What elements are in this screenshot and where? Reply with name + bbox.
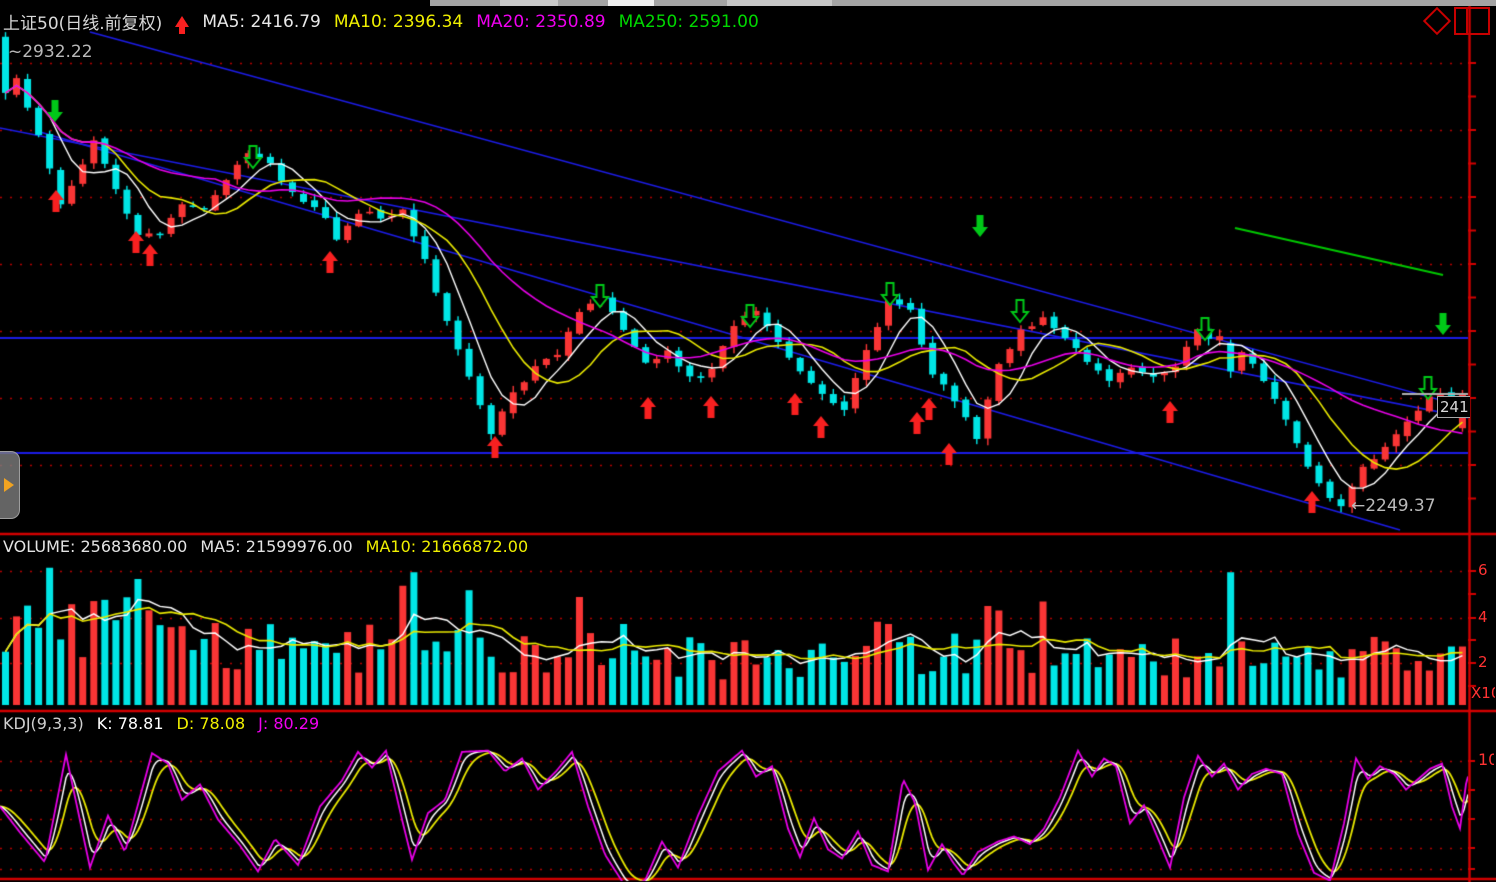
volume-axis-tick-4: 4 bbox=[1478, 608, 1488, 626]
expand-arrow-icon bbox=[4, 478, 14, 492]
buy-signal-icon bbox=[175, 16, 190, 34]
titlebar-segment bbox=[727, 0, 832, 6]
ma5-label: MA5: 2416.79 bbox=[202, 11, 321, 32]
kdj-pane-header: KDJ(9,3,3) K: 78.81 D: 78.08 J: 80.29 bbox=[3, 714, 319, 733]
last-price-tag: 241 bbox=[1437, 396, 1470, 418]
ma20-label: MA20: 2350.89 bbox=[476, 11, 606, 32]
split-window-cell bbox=[1456, 9, 1468, 33]
titlebar-segment bbox=[608, 0, 654, 6]
left-expand-tab[interactable] bbox=[0, 451, 20, 519]
kdj-k-label: K: 78.81 bbox=[96, 714, 164, 733]
volume-ma10-label: MA10: 21666872.00 bbox=[365, 537, 529, 556]
split-window-icon[interactable] bbox=[1454, 7, 1490, 35]
volume-pane-header: VOLUME: 25683680.00 MA5: 21599976.00 MA1… bbox=[3, 537, 528, 556]
symbol-title: 上证50(日线.前复权) bbox=[3, 14, 163, 34]
titlebar-segment bbox=[500, 0, 558, 6]
volume-axis-tick-2: 2 bbox=[1478, 653, 1488, 671]
kdj-title: KDJ(9,3,3) bbox=[3, 714, 84, 733]
period-low-label: ←2249.37 bbox=[1351, 496, 1436, 516]
kdj-j-label: J: 80.29 bbox=[258, 714, 320, 733]
volume-value-label: VOLUME: 25683680.00 bbox=[3, 537, 188, 556]
volume-axis-unit: X10 bbox=[1471, 684, 1495, 702]
ma10-label: MA10: 2396.34 bbox=[333, 11, 464, 32]
main-chart-header: 上证50(日线.前复权) MA5: 2416.79 MA10: 2396.34 … bbox=[3, 9, 759, 34]
volume-ma5-label: MA5: 21599976.00 bbox=[200, 537, 353, 556]
period-high-label: ~2932.22 bbox=[8, 42, 93, 62]
ma250-label: MA250: 2591.00 bbox=[618, 11, 759, 32]
volume-axis-tick-6: 6 bbox=[1478, 561, 1488, 579]
titlebar-sliver bbox=[0, 0, 1496, 6]
kdj-d-label: D: 78.08 bbox=[176, 714, 246, 733]
titlebar-strip bbox=[430, 0, 1496, 6]
kdj-axis-tick-100: 10 bbox=[1478, 750, 1494, 769]
